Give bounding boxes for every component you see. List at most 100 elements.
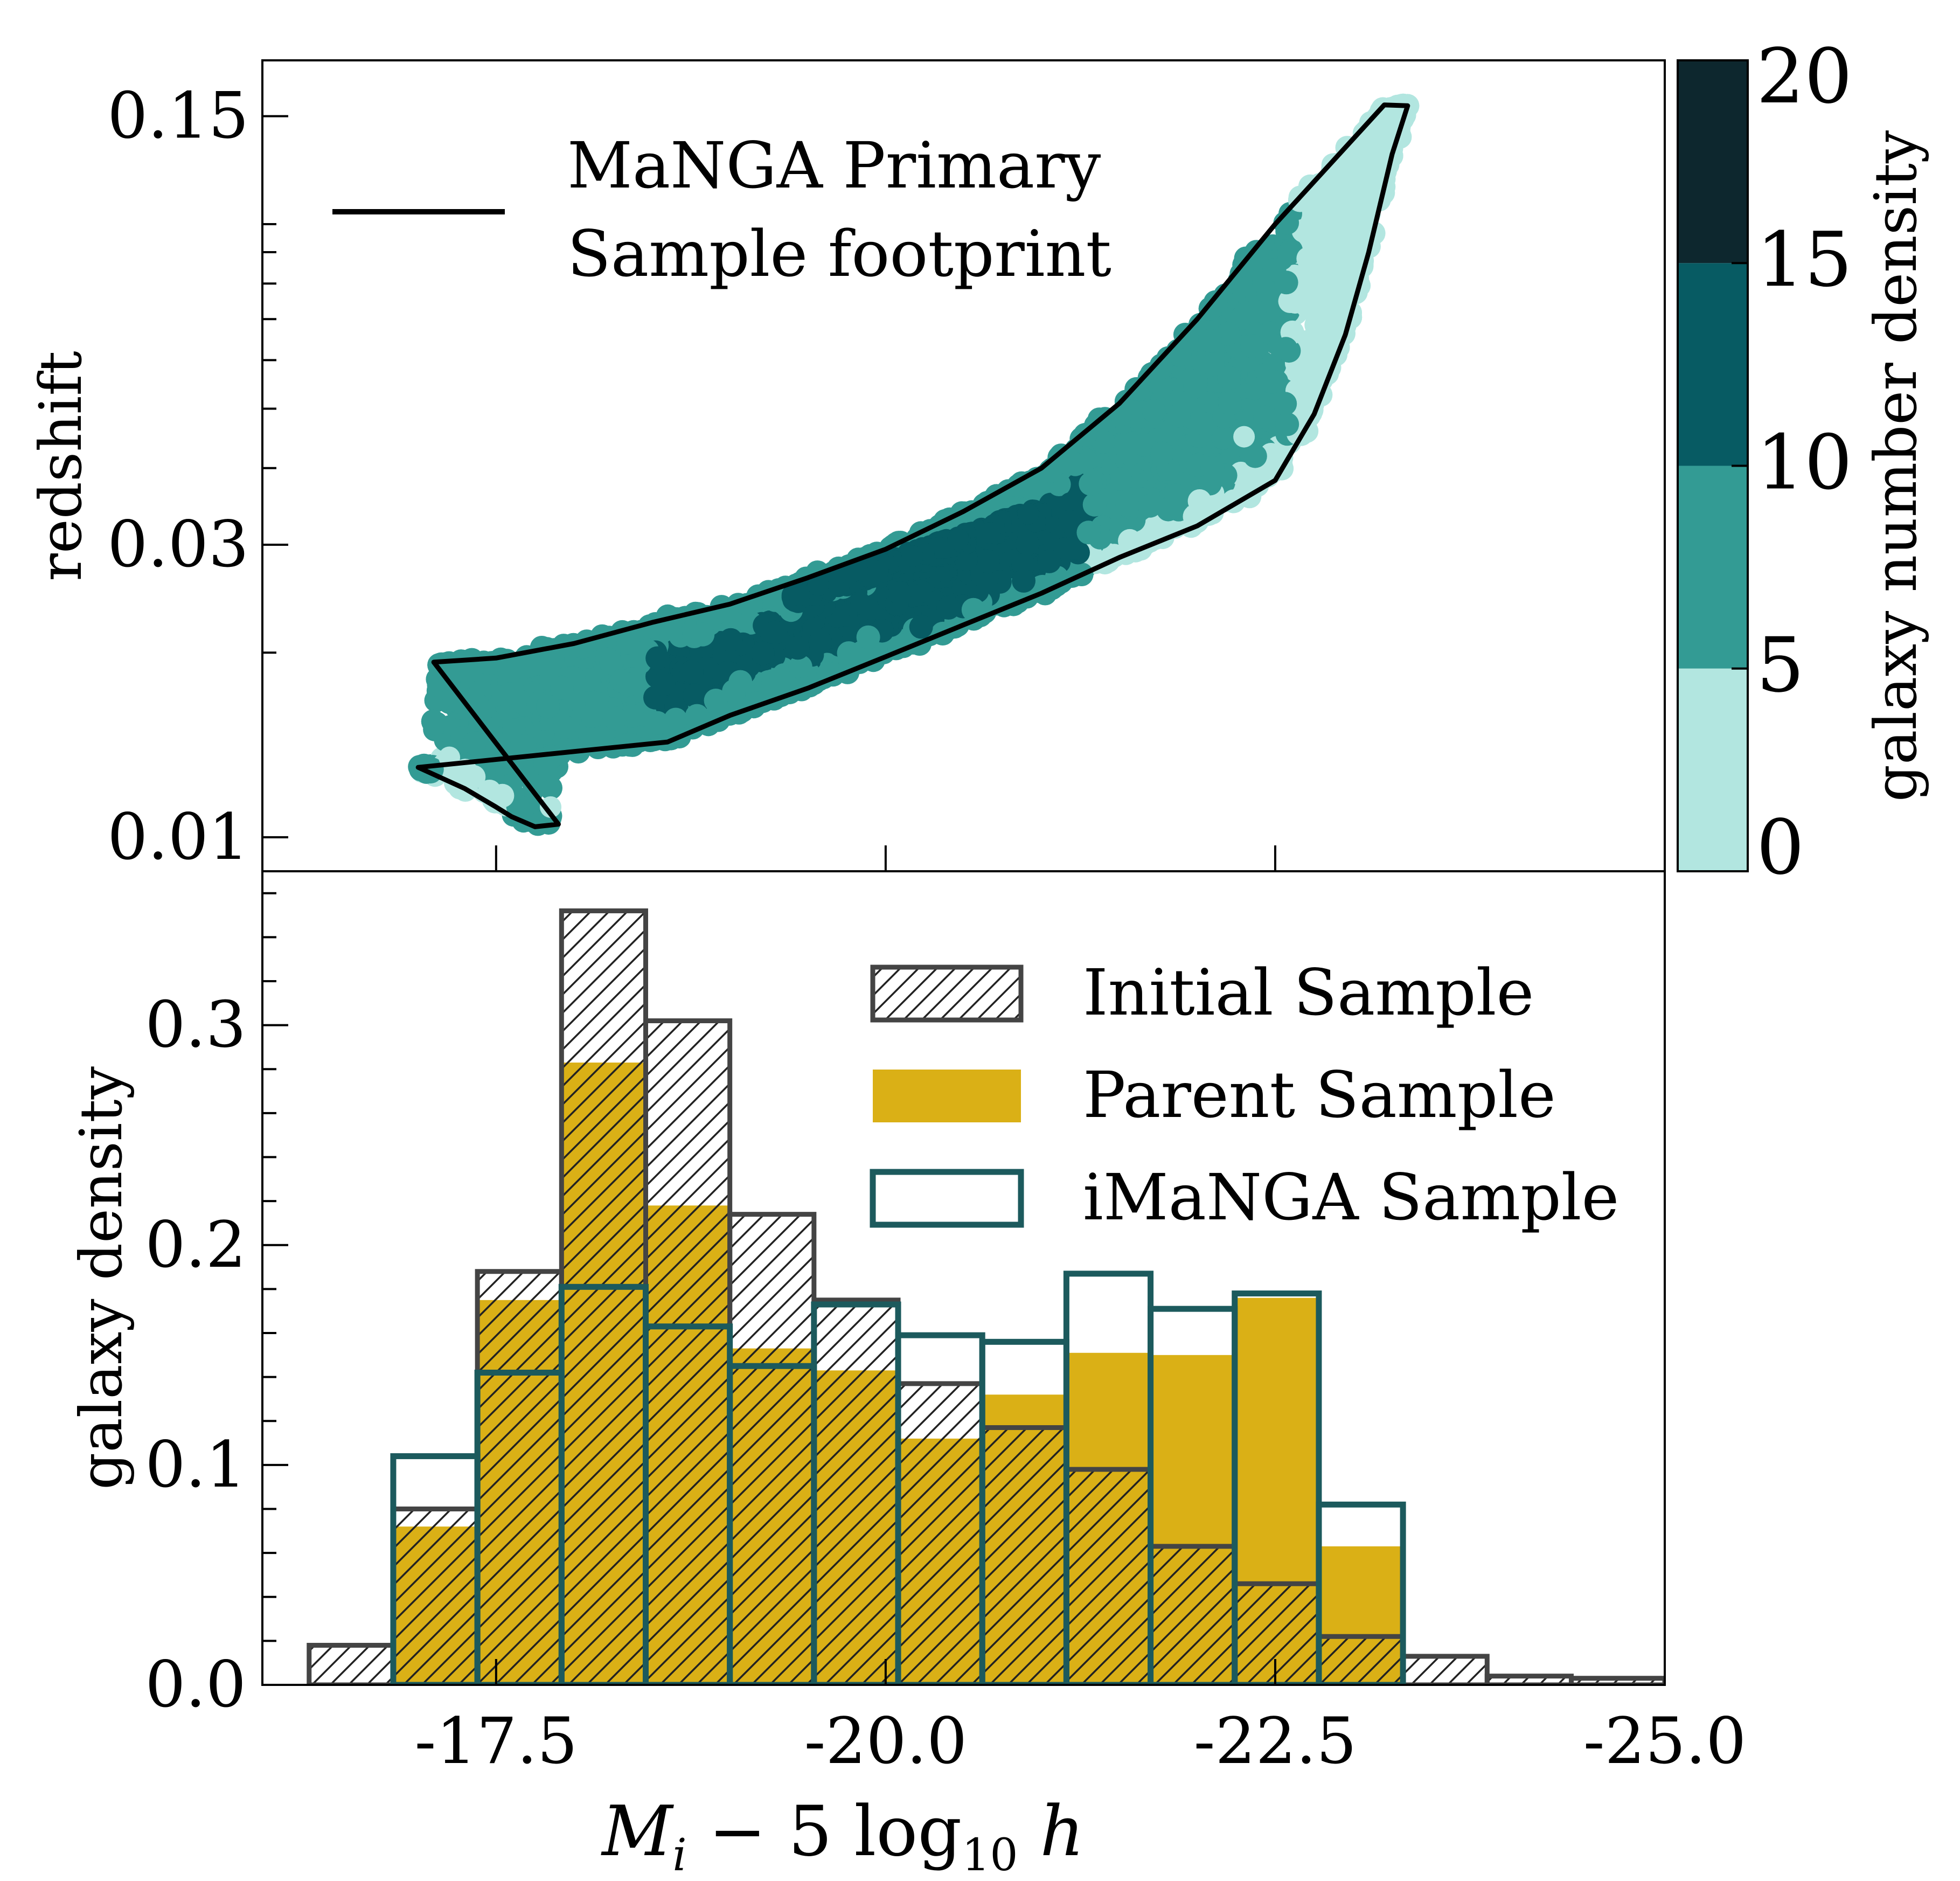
scatter-point bbox=[1012, 568, 1035, 593]
scatter-point bbox=[1059, 492, 1083, 516]
scatter-point bbox=[1336, 227, 1360, 252]
scatter-point bbox=[1063, 536, 1087, 560]
scatter-point bbox=[1260, 370, 1284, 394]
scatter-point bbox=[1241, 377, 1265, 401]
scatter-point bbox=[888, 581, 912, 605]
scatter-point bbox=[808, 630, 832, 654]
scatter-point bbox=[1218, 392, 1242, 415]
scatter-point bbox=[645, 711, 669, 735]
scatter-point bbox=[1091, 430, 1115, 454]
scatter-point bbox=[750, 641, 775, 665]
scatter-point bbox=[679, 660, 704, 684]
scatter-point bbox=[1300, 288, 1324, 313]
scatter-point bbox=[685, 704, 709, 728]
top-panel: 0.150.030.01 redshift MaNGA Primary Samp… bbox=[27, 59, 1666, 874]
scatter-point bbox=[1198, 296, 1222, 321]
scatter-point bbox=[1198, 329, 1222, 353]
scatter-point bbox=[1183, 374, 1207, 398]
scatter-point bbox=[1138, 494, 1162, 518]
scatter-point bbox=[1283, 290, 1307, 314]
scatter-point bbox=[1058, 510, 1082, 534]
scatter-point bbox=[550, 676, 574, 700]
scatter-point bbox=[553, 715, 577, 739]
scatter-point bbox=[664, 707, 688, 732]
scatter-point bbox=[1194, 412, 1218, 436]
scatter-point bbox=[1142, 516, 1166, 540]
scatter-point bbox=[645, 646, 670, 670]
scatter-point bbox=[1060, 450, 1084, 475]
scatter-point bbox=[1275, 412, 1299, 436]
scatter-point bbox=[1132, 433, 1156, 457]
scatter-point bbox=[1015, 532, 1039, 556]
scatter-point bbox=[1321, 157, 1345, 181]
scatter-point bbox=[909, 615, 933, 639]
scatter-point bbox=[1076, 520, 1101, 545]
scatter-point bbox=[599, 651, 623, 675]
scatter-point bbox=[536, 695, 560, 719]
scatter-point bbox=[616, 672, 641, 697]
scatter-point bbox=[533, 753, 557, 777]
scatter-point bbox=[719, 628, 743, 652]
scatter-points bbox=[408, 93, 1420, 836]
scatter-point bbox=[936, 596, 961, 620]
scatter-point bbox=[1274, 337, 1298, 361]
scatter-point bbox=[513, 734, 537, 758]
scatter-point bbox=[1217, 366, 1241, 390]
scatter-point bbox=[1274, 270, 1298, 295]
scatter-point bbox=[763, 620, 788, 644]
scatter-point bbox=[1200, 456, 1225, 480]
scatter-point bbox=[856, 625, 880, 649]
scatter-point bbox=[788, 655, 812, 679]
scatter-point bbox=[704, 689, 728, 713]
scatter-point bbox=[1277, 241, 1301, 266]
scatter-point bbox=[1331, 257, 1354, 281]
scatter-point bbox=[501, 678, 525, 702]
scatter-point bbox=[976, 550, 1000, 574]
scatter-point bbox=[1296, 246, 1320, 270]
scatter-point bbox=[1037, 549, 1061, 573]
scatter-point bbox=[1142, 399, 1166, 423]
scatter-point bbox=[1242, 300, 1267, 323]
scatter-point bbox=[786, 636, 810, 660]
scatter-point bbox=[728, 670, 753, 694]
scatter-point bbox=[497, 658, 522, 683]
scatter-point bbox=[427, 653, 451, 677]
scatter-point bbox=[1167, 343, 1192, 367]
scatter-point bbox=[1216, 322, 1240, 346]
scatter-point bbox=[1108, 467, 1132, 491]
scatter-point bbox=[616, 630, 640, 655]
scatter-point bbox=[490, 783, 515, 808]
scatter-point bbox=[1167, 404, 1191, 428]
scatter-point bbox=[602, 706, 627, 731]
scatter-point bbox=[620, 704, 644, 728]
scatter-point bbox=[651, 672, 676, 696]
scatter-point bbox=[1082, 492, 1107, 517]
scatter-point bbox=[961, 598, 985, 622]
scatter-point bbox=[1273, 392, 1297, 416]
scatter-point bbox=[1253, 405, 1277, 429]
scatter-point bbox=[1018, 476, 1042, 500]
scatter-point bbox=[1164, 483, 1188, 508]
scatter-point bbox=[1079, 471, 1103, 496]
scatter-point bbox=[1241, 462, 1265, 486]
scatter-point bbox=[425, 712, 448, 735]
scatter-point bbox=[1313, 194, 1337, 218]
scatter-point bbox=[1150, 373, 1174, 397]
scatter-point bbox=[1240, 334, 1264, 358]
scatter-point bbox=[1307, 264, 1331, 288]
scatter-point bbox=[1174, 325, 1199, 349]
scatter-point bbox=[1330, 299, 1354, 323]
scatter-point bbox=[683, 684, 707, 708]
scatter-point bbox=[1150, 441, 1174, 466]
scatter-point bbox=[1201, 352, 1225, 377]
scatter-point bbox=[585, 692, 609, 716]
scatter-point bbox=[1118, 529, 1142, 553]
scatter-point bbox=[462, 731, 486, 755]
scatter-point bbox=[1115, 493, 1139, 517]
scatter-point bbox=[1243, 444, 1267, 468]
scatter-point bbox=[1187, 489, 1212, 513]
scatter-point bbox=[975, 567, 999, 591]
scatter-point bbox=[691, 622, 715, 647]
scatter-point bbox=[1316, 175, 1340, 199]
